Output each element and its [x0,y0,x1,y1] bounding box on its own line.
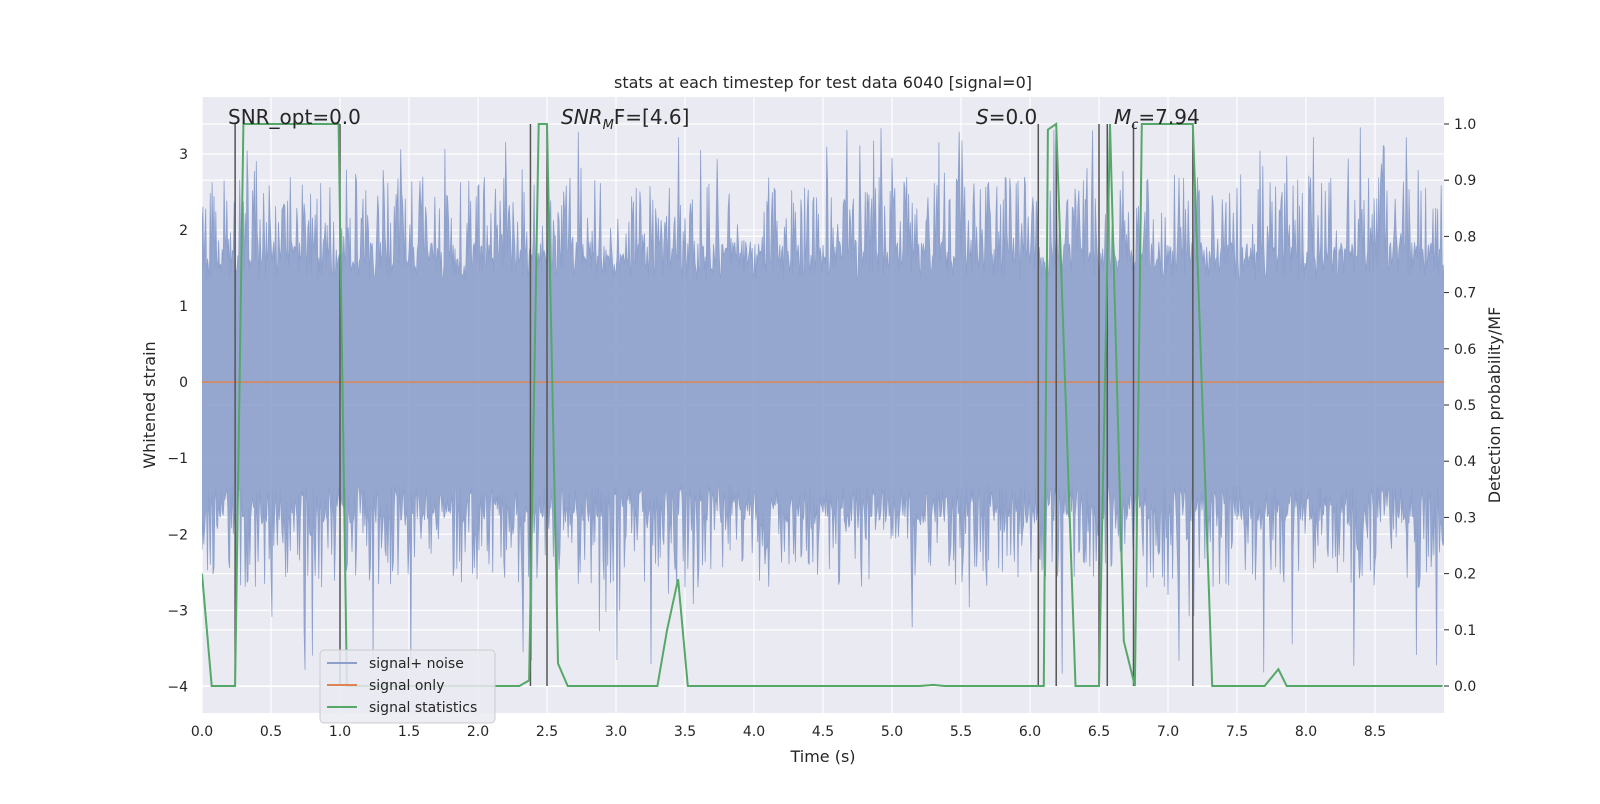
legend: signal+ noise signal only signal statist… [319,649,496,724]
legend-box [319,649,496,724]
x-axis-ticks: 0.0 0.5 1.0 1.5 2.0 2.5 3.0 3.5 4.0 4.5 5.0 5.5 6.0 6… [191,724,1386,740]
x-tick-label: 0.5 [260,724,282,740]
y-left-tick-label: 0 [179,375,188,391]
x-tick-label: 3.0 [605,724,627,740]
y-right-tick-label: 0.5 [1454,398,1476,414]
y-right-tick-label: 0.2 [1454,567,1476,583]
x-tick-label: 2.0 [467,724,489,740]
x-tick-label: 7.0 [1157,724,1179,740]
y-left-tick-label: −1 [167,451,188,467]
y-right-tick-label: 0.8 [1454,229,1476,245]
x-tick-label: 6.0 [1019,724,1041,740]
legend-label-statistics: signal statistics [369,700,477,716]
x-tick-label: 0.0 [191,724,213,740]
annotation-mc: Mc=7.94 [1114,105,1200,133]
y-left-tick-label: −3 [167,603,188,619]
y-right-tick-label: 0.7 [1454,286,1476,302]
y-right-tick-label: 0.4 [1454,454,1476,470]
y-right-axis-ticks: 0.0 0.1 0.2 0.3 0.4 0.5 0.6 0.7 0.8 0.9 1.0 [1444,117,1476,695]
y-left-tick-label: 3 [179,147,188,163]
x-tick-label: 3.5 [674,724,696,740]
y-right-tick-label: 0.1 [1454,623,1476,639]
y-left-tick-label: −4 [167,679,188,695]
y-left-tick-label: −2 [167,527,188,543]
y-left-axis-ticks: −4 −3 −2 −1 0 1 2 3 [167,147,188,695]
y-right-tick-label: 0.0 [1454,679,1476,695]
legend-label-signal-only: signal only [369,678,444,694]
legend-label-noise: signal+ noise [369,656,464,672]
y-right-axis-label: Detection probability/MF [1485,307,1504,504]
annotation-s: S=0.0 [976,105,1037,129]
annotation-snr-mf: SNRMF=[4.6] [561,105,689,133]
x-tick-label: 8.0 [1295,724,1317,740]
x-tick-label: 5.0 [881,724,903,740]
x-tick-label: 2.5 [536,724,558,740]
y-right-tick-label: 0.6 [1454,342,1476,358]
x-tick-label: 5.5 [950,724,972,740]
x-tick-label: 7.5 [1226,724,1248,740]
x-axis-label: Time (s) [789,747,855,766]
x-tick-label: 4.0 [743,724,765,740]
chart-title: stats at each timestep for test data 604… [614,73,1032,92]
y-left-tick-label: 1 [179,299,188,315]
x-tick-label: 6.5 [1088,724,1110,740]
statistics-series [202,122,1443,687]
y-right-tick-label: 0.3 [1454,510,1476,526]
x-tick-label: 1.5 [398,724,420,740]
y-left-tick-label: 2 [179,223,188,239]
y-left-axis-label: Whitened strain [140,341,159,468]
x-tick-label: 8.5 [1364,724,1386,740]
x-tick-label: 4.5 [812,724,834,740]
y-right-tick-label: 0.9 [1454,173,1476,189]
y-right-tick-label: 1.0 [1454,117,1476,133]
x-tick-label: 1.0 [329,724,351,740]
annotation-snr-opt: SNR_opt=0.0 [228,105,361,129]
marker-lines [234,123,1194,687]
